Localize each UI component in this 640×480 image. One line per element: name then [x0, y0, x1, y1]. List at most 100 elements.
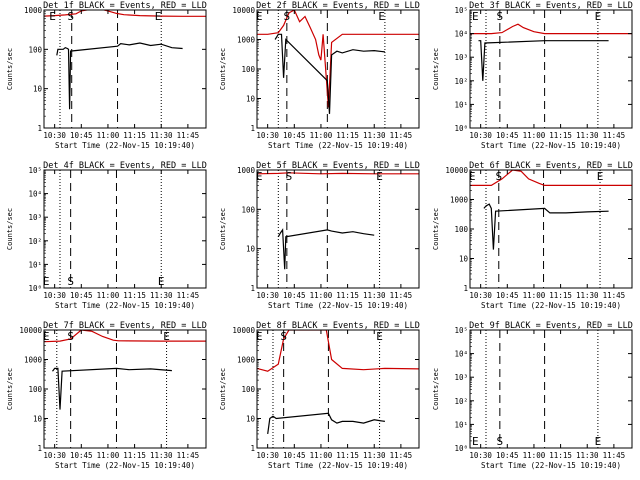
marker-bottom-s: S — [497, 435, 504, 448]
y-tick-label: 10⁵ — [454, 6, 468, 15]
events-series-line — [56, 42, 183, 110]
y-tick-label: 100 — [454, 225, 468, 234]
marker-e: E — [597, 170, 604, 183]
x-axis-label: Start Time (22-Nov-15 10:19:40) — [481, 461, 621, 470]
x-tick-label: 11:15 — [549, 131, 572, 140]
panel-title: Det 3f BLACK = Events, RED = LLD — [469, 1, 633, 11]
y-tick-label: 10³ — [28, 213, 42, 222]
x-tick-label: 10:45 — [283, 451, 306, 460]
marker-bottom-s: S — [67, 275, 74, 288]
x-axis-label: Start Time (22-Nov-15 10:19:40) — [481, 301, 621, 310]
y-tick-label: 100 — [241, 385, 255, 394]
y-tick-label: 10⁴ — [28, 190, 42, 199]
y-tick-label: 10⁴ — [454, 350, 468, 359]
x-tick-label: 11:45 — [390, 451, 413, 460]
x-tick-label: 11:30 — [576, 451, 599, 460]
x-tick-label: 11:00 — [97, 451, 120, 460]
x-tick-label: 10:30 — [469, 131, 492, 140]
y-tick-label: 1000 — [24, 356, 43, 365]
y-tick-label: 10⁰ — [454, 444, 468, 453]
y-tick-label: 1000 — [237, 36, 256, 45]
y-tick-label: 10² — [454, 397, 468, 406]
marker-e: E — [163, 330, 170, 343]
series-group — [257, 172, 419, 270]
x-axis-label: Start Time (22-Nov-15 10:19:40) — [481, 141, 621, 150]
lld-series-line — [257, 330, 419, 372]
y-tick-label: 10 — [459, 255, 469, 264]
marker-e: E — [256, 10, 263, 23]
series-group — [44, 10, 206, 110]
y-axis-label: Counts/sec — [6, 48, 14, 90]
y-tick-label: 10³ — [454, 373, 468, 382]
y-tick-label: 10 — [246, 415, 256, 424]
marker-e: E — [256, 330, 263, 343]
x-tick-label: 10:45 — [70, 451, 93, 460]
y-tick-label: 1 — [250, 284, 255, 293]
plot-frame — [43, 329, 207, 449]
plot-frame — [43, 169, 207, 289]
marker-bottom-e: E — [595, 435, 602, 448]
panel-p7: Det 7f BLACK = Events, RED = LLD 10:30 10:… — [6, 321, 207, 470]
x-tick-label: 11:45 — [177, 131, 200, 140]
series-group — [257, 10, 419, 114]
x-tick-label: 10:45 — [283, 291, 306, 300]
marker-bottom-e: E — [158, 275, 165, 288]
y-tick-label: 10 — [246, 95, 256, 104]
x-tick-label: 11:30 — [576, 291, 599, 300]
series-group — [470, 170, 632, 250]
marker-s: S — [67, 330, 74, 343]
marker-s: S — [280, 330, 287, 343]
y-tick-label: 1 — [37, 124, 42, 133]
marker-e: E — [49, 10, 56, 23]
events-series-line — [277, 228, 375, 270]
y-tick-label: 10000 — [232, 326, 255, 335]
y-tick-label: 10² — [28, 237, 42, 246]
marker-bottom-e: E — [472, 435, 479, 448]
y-tick-label: 100 — [28, 45, 42, 54]
marker-e: E — [595, 10, 602, 23]
y-tick-label: 1000 — [24, 6, 43, 15]
marker-s: S — [284, 10, 291, 23]
y-tick-label: 10 — [33, 415, 43, 424]
x-tick-label: 10:30 — [256, 291, 279, 300]
marker-bottom-e: E — [43, 275, 50, 288]
marker-e: E — [472, 10, 479, 23]
y-tick-label: 100 — [241, 65, 255, 74]
panel-title: Det 7f BLACK = Events, RED = LLD — [43, 321, 207, 331]
panel-title: Det 8f BLACK = Events, RED = LLD — [256, 321, 420, 331]
marker-s: S — [286, 170, 293, 183]
x-tick-label: 10:45 — [496, 131, 519, 140]
events-series-line — [483, 203, 609, 250]
marker-e: E — [378, 10, 385, 23]
panel-p1: Det 1f BLACK = Events, RED = LLD 10:30 10:… — [6, 1, 207, 150]
marker-s: S — [67, 10, 74, 23]
y-tick-label: 1000 — [450, 196, 469, 205]
x-axis-label: Start Time (22-Nov-15 10:19:40) — [55, 141, 195, 150]
plot-frame — [469, 329, 633, 449]
lld-series-line — [470, 170, 632, 186]
x-tick-label: 11:45 — [177, 451, 200, 460]
x-tick-label: 11:00 — [523, 131, 546, 140]
marker-e: E — [376, 330, 383, 343]
x-tick-label: 10:30 — [469, 451, 492, 460]
x-tick-label: 11:15 — [336, 451, 359, 460]
panel-title: Det 5f BLACK = Events, RED = LLD — [256, 161, 420, 171]
plot-frame — [43, 9, 207, 129]
panel-p4: Det 4f BLACK = Events, RED = LLD 10:30 10:… — [6, 161, 207, 310]
x-tick-label: 11:45 — [390, 291, 413, 300]
y-axis-label: Counts/sec — [219, 208, 227, 250]
y-tick-label: 10⁵ — [454, 326, 468, 335]
y-axis-label: Counts/sec — [432, 48, 440, 90]
x-tick-label: 10:30 — [256, 131, 279, 140]
plot-frame — [256, 169, 420, 289]
y-axis-label: Counts/sec — [432, 368, 440, 410]
x-tick-label: 10:45 — [283, 131, 306, 140]
y-tick-label: 1 — [463, 284, 468, 293]
y-tick-label: 10² — [454, 77, 468, 86]
x-tick-label: 10:30 — [469, 291, 492, 300]
x-tick-label: 11:30 — [150, 451, 173, 460]
y-tick-label: 100 — [241, 205, 255, 214]
y-tick-label: 10¹ — [454, 420, 468, 429]
x-tick-label: 11:30 — [363, 451, 386, 460]
